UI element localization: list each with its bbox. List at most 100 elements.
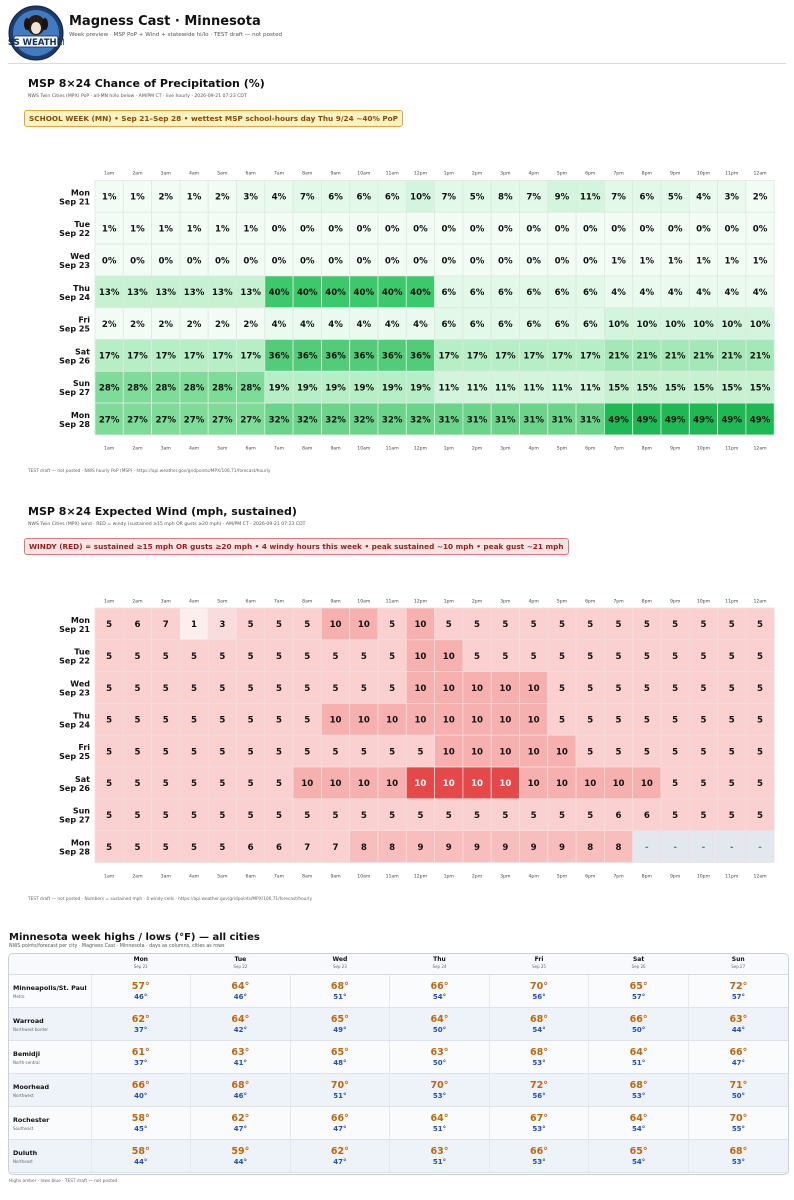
grid-cell-value: 5 (276, 716, 282, 726)
hour-label-top: 5pm (557, 171, 568, 177)
temp-cell: 64° 51° (588, 1040, 689, 1074)
hour-label-top: 8pm (642, 599, 653, 605)
grid-cell (490, 370, 520, 404)
day-date: Sep 25 (532, 964, 546, 969)
high-temp: 66° (729, 1047, 748, 1058)
grid-cell (745, 307, 775, 340)
hour-label-bottom: 2pm (472, 874, 483, 880)
low-temp: 42° (233, 1026, 247, 1034)
high-temp: 64° (231, 1014, 250, 1025)
grid-cell-value: 17% (552, 352, 573, 362)
grid-cell-value: 11% (438, 384, 459, 394)
low-temp: 53° (532, 1059, 546, 1067)
grid-cell-value: 7% (526, 193, 541, 203)
grid-cell (519, 370, 549, 404)
grid-cell (349, 339, 379, 372)
grid-cell (745, 339, 775, 372)
low-temp: 46° (233, 993, 247, 1001)
hour-label-bottom: 11pm (725, 446, 739, 452)
grid-cell-value: 6 (644, 811, 650, 821)
grid-cell-value: 5% (470, 193, 485, 203)
grid-cell-value: 5 (304, 716, 310, 726)
grid-cell-value: 5 (134, 843, 140, 853)
grid-cell (547, 798, 577, 831)
grid-cell-value: 10 (414, 652, 426, 662)
grid-cell-value: 1% (187, 225, 202, 235)
grid-cell-value: 10% (608, 320, 629, 330)
grid-cell (94, 734, 124, 768)
grid-cell-value: 17% (523, 352, 544, 362)
grid-cell (377, 307, 407, 340)
row-day-label: Fri (78, 743, 90, 752)
low-temp: 53° (731, 1158, 746, 1166)
grid-cell-value: 27% (212, 415, 233, 425)
hour-label-bottom: 4pm (528, 874, 539, 880)
city-row: Moorhead Northwest 66° 40° 68° 46° 70° 51° 70° 53… (9, 1073, 788, 1107)
grid-cell-value: 5% (668, 193, 683, 203)
grid-cell (745, 275, 775, 309)
hour-label-bottom: 3pm (500, 874, 511, 880)
hour-label-top: 10am (357, 599, 371, 605)
grid-cell-value: 5 (700, 652, 706, 662)
row-date-label: Sep 24 (59, 293, 90, 302)
grid-cell (660, 766, 690, 800)
grid-cell (717, 402, 747, 436)
hour-label-top: 5am (217, 171, 228, 177)
grid-cell (717, 307, 747, 340)
grid-cell-value: 4% (385, 320, 400, 330)
grid-cell (575, 402, 605, 436)
low-temp: 47° (233, 1125, 247, 1133)
hour-label-bottom: 8pm (642, 874, 653, 880)
high-temp: 65° (629, 981, 648, 992)
high-temp: 68° (530, 1014, 549, 1025)
grid-cell-value: 10 (556, 747, 568, 757)
grid-cell-value: 2% (158, 193, 173, 203)
grid-cell-value: 10 (528, 716, 540, 726)
grid-cell-value: 40% (354, 288, 375, 298)
week-table: Mon Sep 21 Tue Sep 22 Wed Sep 23 Thu Sep 24 Fri S… (8, 953, 789, 1175)
grid-cell-value: 0% (668, 225, 683, 235)
grid-cell (632, 370, 662, 404)
grid-cell-value: 15% (693, 384, 714, 394)
grid-cell-value: 5 (248, 652, 254, 662)
grid-cell (405, 243, 435, 277)
grid-cell (717, 798, 747, 831)
grid-cell (660, 180, 690, 213)
grid-cell (292, 734, 322, 768)
grid-cell (547, 211, 577, 245)
grid-cell-value: 1% (640, 256, 655, 266)
temp-cell: 64° 51° (389, 1106, 490, 1140)
grid-cell-value: 10% (637, 320, 658, 330)
grid-cell-value: 1% (724, 256, 739, 266)
grid-cell-value: 5 (219, 811, 225, 821)
grid-cell-value: 5 (672, 747, 678, 757)
high-temp: 70° (330, 1080, 349, 1091)
temp-cell: 72° 57° (687, 974, 788, 1008)
grid-cell-value: 10 (358, 620, 370, 630)
grid-cell-value: 2% (215, 193, 230, 203)
grid-cell-value: 6% (555, 320, 570, 330)
grid-cell-value: 40% (410, 288, 431, 298)
grid-cell (717, 211, 747, 245)
grid-cell-value: 0% (385, 225, 400, 235)
hour-label-top: 12pm (414, 599, 428, 605)
hour-label-top: 2pm (472, 171, 483, 177)
grid-cell-value: 10 (528, 747, 540, 757)
hour-label-top: 6am (246, 171, 257, 177)
grid-cell-value: 5 (531, 652, 537, 662)
grid-cell (660, 671, 690, 704)
grid-cell-value: 0% (498, 256, 513, 266)
temp-cell: 59° 44° (190, 1139, 291, 1173)
row-date-label: Sep 25 (59, 325, 90, 334)
grid-cell-value: 13% (99, 288, 120, 298)
grid-cell-value: 5 (502, 811, 508, 821)
grid-cell-value: 32% (410, 415, 431, 425)
grid-cell (377, 180, 407, 213)
grid-cell-value: 5 (729, 652, 735, 662)
hour-label-bottom: 10pm (697, 446, 711, 452)
grid-cell-value: 5 (248, 716, 254, 726)
grid-cell-value: 5 (417, 811, 423, 821)
city-cell: Moorhead Northwest (9, 1073, 91, 1107)
grid-cell-value: 5 (106, 811, 112, 821)
grid-cell-value: 17% (240, 352, 261, 362)
